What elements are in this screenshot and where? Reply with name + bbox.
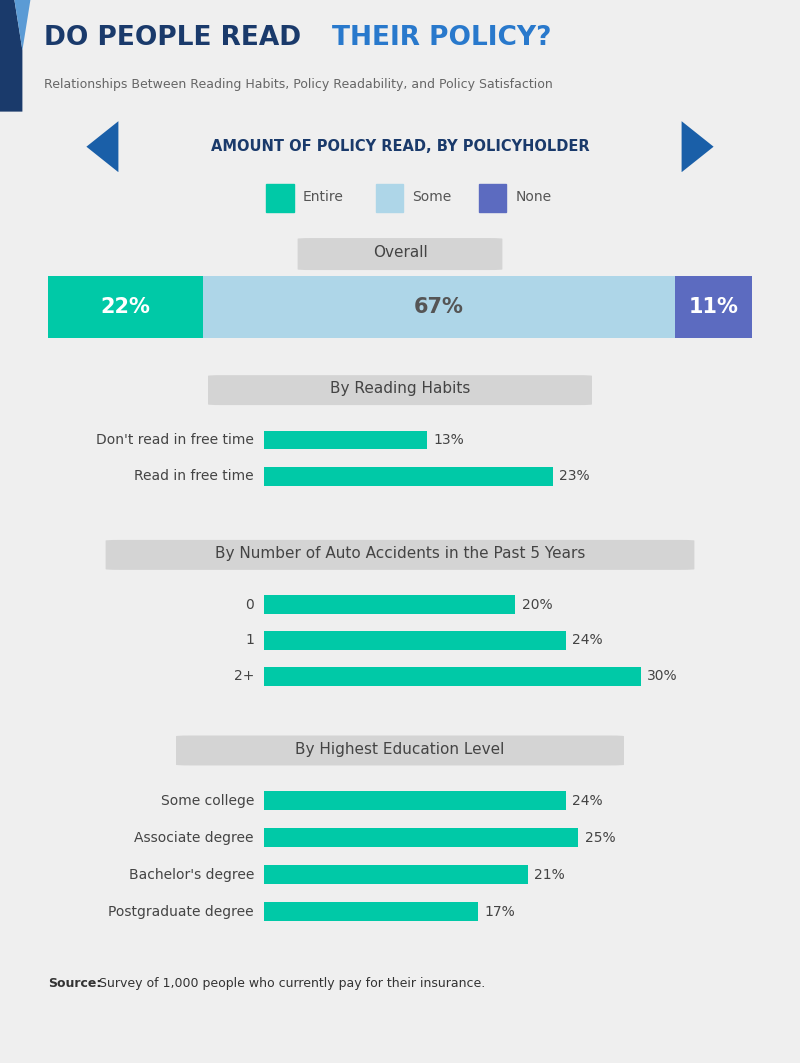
Text: 11%: 11%: [688, 298, 738, 317]
Text: DO PEOPLE READ: DO PEOPLE READ: [44, 24, 310, 51]
Text: 24%: 24%: [572, 794, 602, 808]
Text: Survey of 1,000 people who currently pay for their insurance.: Survey of 1,000 people who currently pay…: [98, 977, 485, 990]
Text: 22%: 22%: [101, 298, 150, 317]
Text: 25%: 25%: [585, 831, 615, 845]
Text: Associate degree: Associate degree: [134, 831, 254, 845]
Text: Source:: Source:: [48, 977, 102, 990]
Text: 67%: 67%: [414, 298, 464, 317]
Text: Some college: Some college: [161, 794, 254, 808]
Bar: [264, 631, 566, 649]
Bar: [376, 184, 403, 212]
Text: 20%: 20%: [522, 597, 552, 611]
Polygon shape: [682, 121, 714, 172]
Text: 21%: 21%: [534, 867, 565, 881]
Bar: [203, 276, 674, 338]
Polygon shape: [0, 0, 22, 112]
Bar: [264, 791, 566, 810]
Text: Overall: Overall: [373, 246, 427, 260]
Text: By Number of Auto Accidents in the Past 5 Years: By Number of Auto Accidents in the Past …: [215, 546, 585, 561]
Bar: [674, 276, 752, 338]
Text: Entire: Entire: [302, 190, 343, 204]
Bar: [264, 467, 553, 486]
Polygon shape: [86, 121, 118, 172]
Text: Don't read in free time: Don't read in free time: [96, 433, 254, 448]
FancyBboxPatch shape: [208, 375, 592, 405]
Text: Postgraduate degree: Postgraduate degree: [108, 905, 254, 918]
Text: Read in free time: Read in free time: [134, 469, 254, 484]
Text: 0: 0: [245, 597, 254, 611]
Bar: [266, 184, 294, 212]
Text: 24%: 24%: [572, 634, 602, 647]
Bar: [479, 184, 506, 212]
Text: Some: Some: [412, 190, 451, 204]
Bar: [264, 828, 578, 847]
Bar: [264, 595, 515, 613]
Polygon shape: [14, 0, 30, 50]
Text: Bachelor's degree: Bachelor's degree: [129, 867, 254, 881]
Text: 2+: 2+: [234, 670, 254, 684]
Text: None: None: [515, 190, 552, 204]
Bar: [48, 276, 203, 338]
Text: 30%: 30%: [647, 670, 678, 684]
Text: Relationships Between Reading Habits, Policy Readability, and Policy Satisfactio: Relationships Between Reading Habits, Po…: [44, 79, 553, 91]
Text: 17%: 17%: [484, 905, 514, 918]
FancyBboxPatch shape: [176, 736, 624, 765]
Text: By Reading Habits: By Reading Habits: [330, 382, 470, 396]
FancyBboxPatch shape: [106, 540, 694, 570]
Text: AMOUNT OF POLICY READ, BY POLICYHOLDER: AMOUNT OF POLICY READ, BY POLICYHOLDER: [210, 139, 590, 154]
Bar: [264, 902, 478, 922]
Text: THEIR POLICY?: THEIR POLICY?: [332, 24, 551, 51]
Bar: [264, 668, 641, 686]
FancyBboxPatch shape: [298, 238, 502, 270]
Bar: [264, 431, 427, 450]
Text: 1: 1: [245, 634, 254, 647]
Text: 23%: 23%: [559, 469, 590, 484]
Text: By Highest Education Level: By Highest Education Level: [295, 742, 505, 757]
Bar: [264, 865, 528, 884]
Text: 13%: 13%: [434, 433, 465, 448]
